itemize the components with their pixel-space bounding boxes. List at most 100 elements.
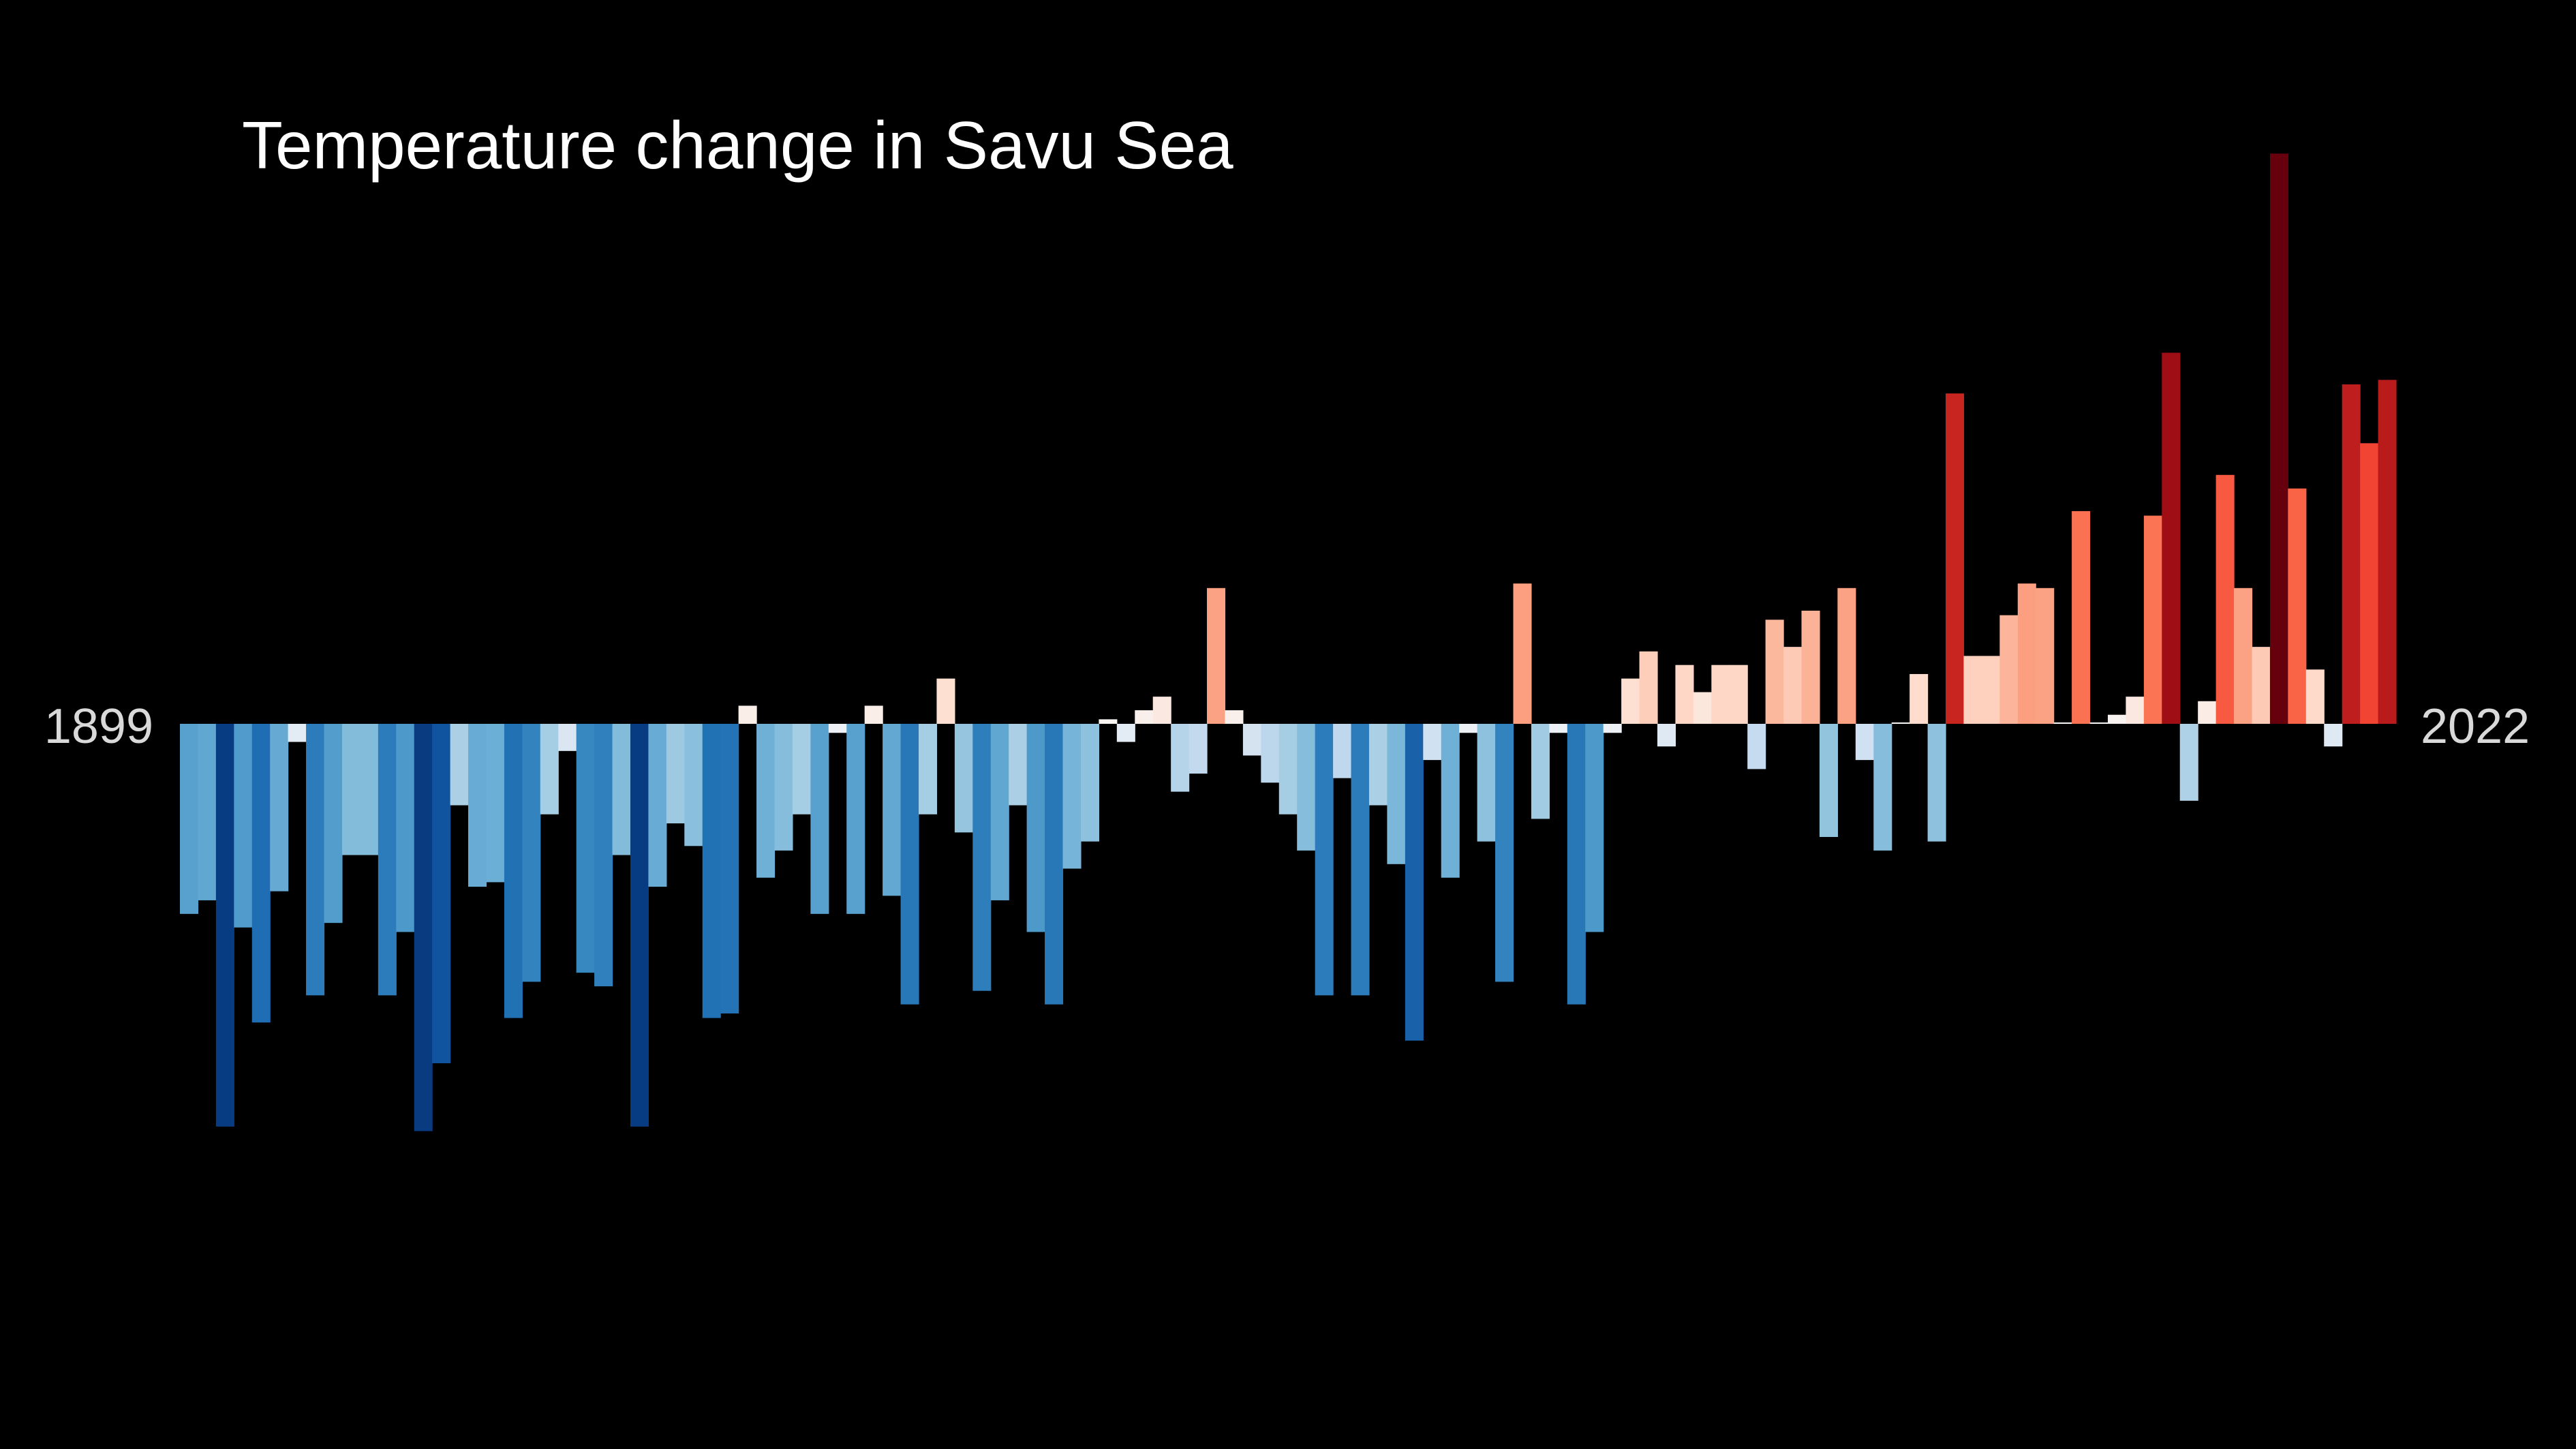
bar-1961 (1297, 724, 1316, 851)
bar-1909 (360, 724, 379, 855)
bar-1960 (1278, 724, 1298, 814)
bar-1992 (1855, 724, 1874, 761)
bar-1996 (1927, 724, 1946, 842)
bar-1914 (450, 724, 469, 806)
bar-1944 (990, 724, 1009, 900)
bar-1949 (1080, 724, 1099, 842)
bar-2013 (2234, 588, 2253, 724)
bar-2012 (2215, 474, 2235, 724)
bar-1972 (1495, 724, 1514, 982)
bar-1935 (828, 724, 847, 733)
bar-2003 (2053, 722, 2072, 724)
bar-2005 (2089, 722, 2109, 724)
bar-1934 (810, 724, 829, 914)
bar-1941 (936, 678, 955, 724)
bar-1921 (576, 724, 595, 973)
bar-1993 (1873, 724, 1892, 851)
bar-1900 (198, 724, 217, 900)
bar-1999 (1981, 656, 2000, 724)
bar-1994 (1891, 722, 1910, 724)
bar-1962 (1315, 724, 1334, 996)
bar-1997 (1946, 393, 1965, 724)
bar-1952 (1135, 710, 1154, 724)
bar-1995 (1910, 673, 1929, 724)
bar-1908 (341, 724, 361, 855)
bar-1988 (1783, 647, 1803, 724)
bar-2017 (2305, 669, 2325, 724)
bar-1923 (612, 724, 631, 855)
bar-1986 (1747, 724, 1766, 769)
bar-1899 (180, 724, 199, 914)
bar-1970 (1459, 724, 1478, 733)
bar-series (180, 153, 2397, 1131)
bar-1975 (1549, 724, 1568, 733)
bar-2016 (2288, 488, 2307, 724)
bar-1940 (919, 724, 938, 814)
bar-2020 (2360, 443, 2379, 724)
bar-1958 (1242, 724, 1261, 756)
bar-2000 (1999, 615, 2019, 724)
bar-2008 (2143, 515, 2162, 724)
bar-2001 (2017, 583, 2036, 724)
bar-1969 (1441, 724, 1460, 878)
bar-1926 (666, 724, 685, 824)
bar-1930 (738, 705, 757, 724)
bar-1951 (1116, 724, 1135, 742)
bar-1943 (972, 724, 992, 991)
bar-1931 (756, 724, 776, 878)
bar-1983 (1693, 692, 1712, 724)
bar-1964 (1351, 724, 1370, 996)
bar-2011 (2198, 701, 2217, 724)
bar-1987 (1765, 620, 1784, 724)
bar-1917 (504, 724, 523, 1018)
bar-1966 (1387, 724, 1406, 864)
bar-1971 (1477, 724, 1496, 842)
bar-1978 (1603, 724, 1622, 733)
bar-2002 (2036, 588, 2055, 724)
bar-2015 (2269, 153, 2288, 724)
bar-1968 (1423, 724, 1442, 761)
bar-2010 (2179, 724, 2198, 801)
bar-1922 (594, 724, 613, 987)
bar-1979 (1621, 678, 1640, 724)
bar-1985 (1729, 665, 1748, 724)
bar-1981 (1657, 724, 1676, 747)
bar-1967 (1405, 724, 1424, 1041)
bar-1928 (702, 724, 721, 1018)
bar-1920 (558, 724, 577, 751)
bar-1939 (900, 724, 919, 1005)
bar-1918 (522, 724, 541, 982)
bar-1932 (774, 724, 793, 851)
bar-1953 (1152, 697, 1171, 724)
bar-1902 (234, 724, 253, 928)
bar-1984 (1711, 665, 1730, 724)
bar-2019 (2342, 384, 2361, 724)
bar-1925 (648, 724, 667, 887)
bar-1903 (251, 724, 271, 1023)
bar-1927 (684, 724, 703, 846)
bar-2006 (2107, 714, 2127, 724)
bar-1957 (1225, 710, 1244, 724)
bar-1956 (1207, 588, 1226, 724)
bar-1910 (378, 724, 397, 996)
bar-1938 (883, 724, 902, 896)
bar-1959 (1261, 724, 1280, 783)
bar-1906 (306, 724, 325, 996)
bar-1901 (215, 724, 234, 1127)
bar-2021 (2378, 380, 2397, 724)
bar-1948 (1062, 724, 1082, 869)
bar-1965 (1368, 724, 1388, 806)
bar-1924 (630, 724, 649, 1127)
bar-1916 (486, 724, 505, 883)
bar-1907 (324, 724, 343, 924)
bar-2018 (2324, 724, 2343, 747)
bar-1991 (1837, 588, 1856, 724)
bar-1990 (1819, 724, 1838, 837)
bar-1976 (1567, 724, 1586, 1005)
bar-1954 (1171, 724, 1190, 792)
bar-2004 (2072, 510, 2091, 724)
bar-1912 (414, 724, 433, 1131)
bar-2007 (2126, 697, 2145, 724)
bar-1915 (468, 724, 487, 887)
bar-1998 (1963, 656, 1982, 724)
